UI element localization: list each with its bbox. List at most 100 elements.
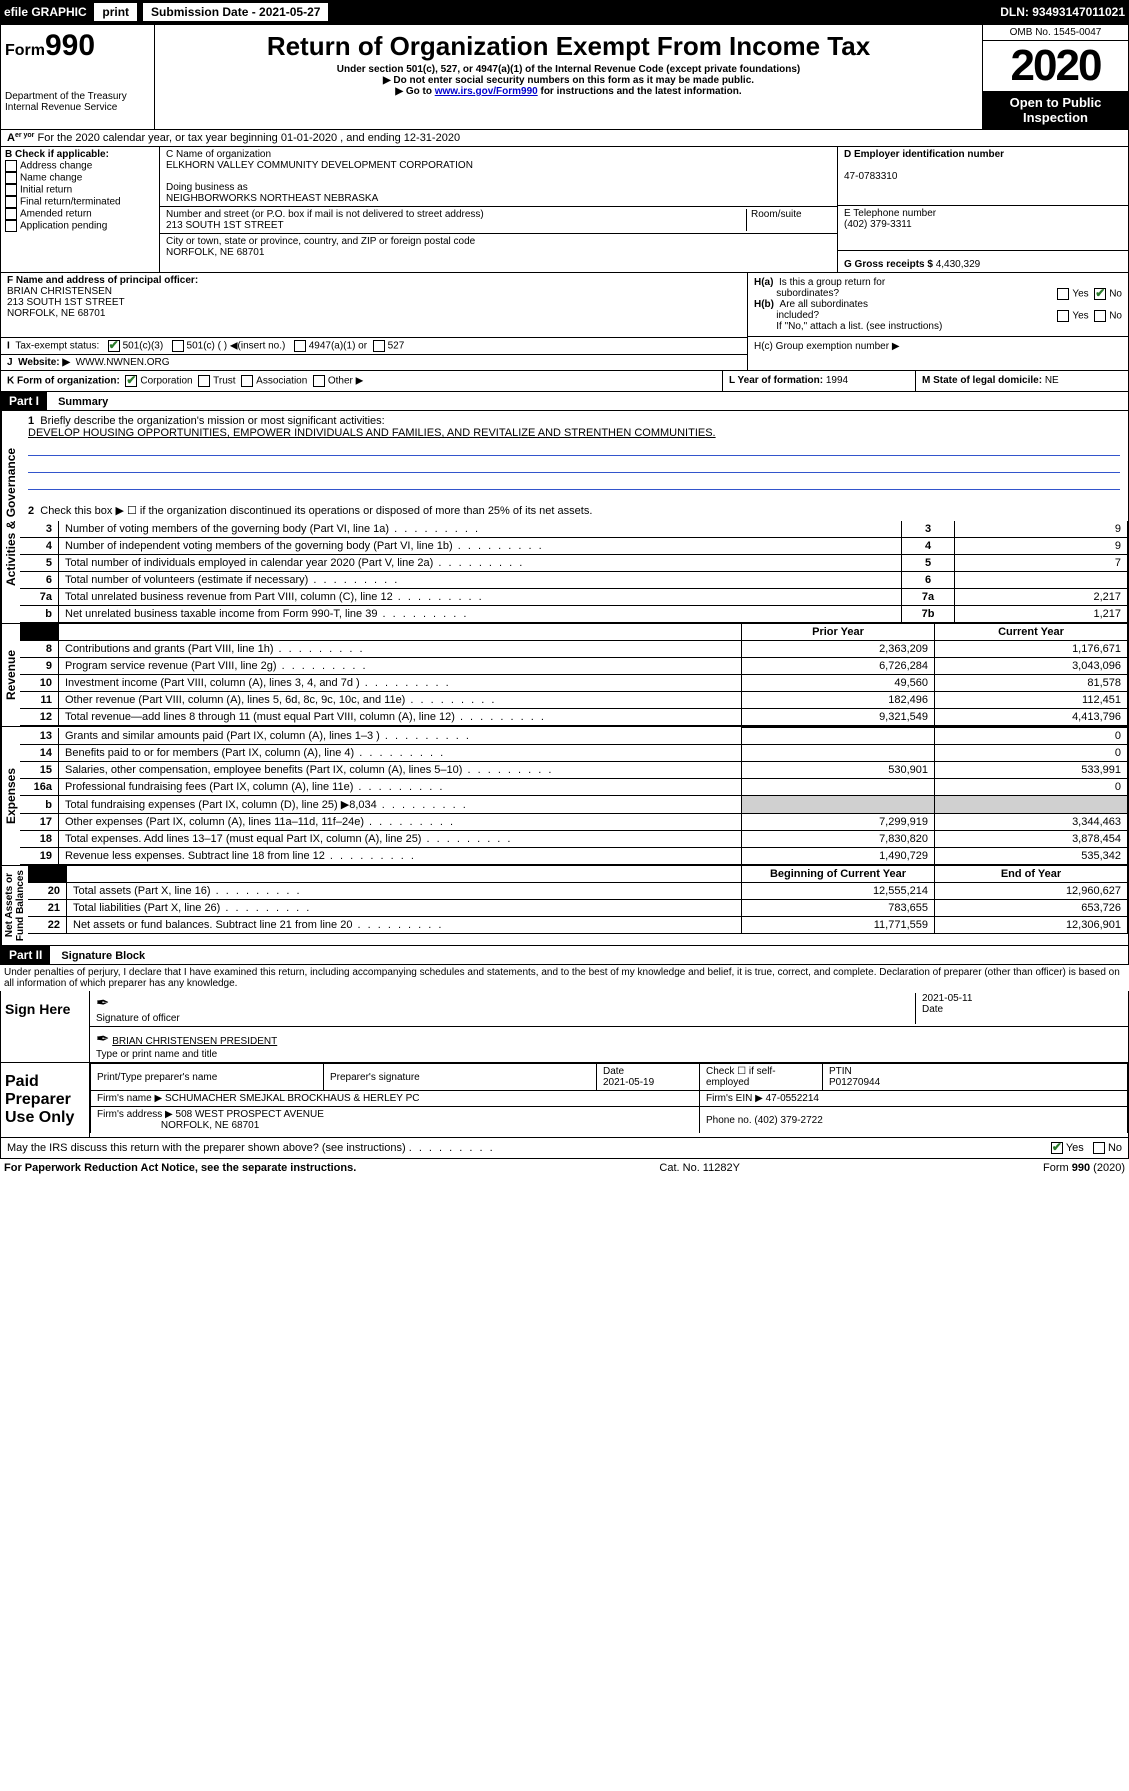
header-sub1: Under section 501(c), 527, or 4947(a)(1)…: [161, 64, 976, 75]
checkbox-4947[interactable]: [294, 340, 306, 352]
pp-h1: Print/Type preparer's name: [91, 1064, 324, 1091]
f-addr1: 213 SOUTH 1ST STREET: [7, 297, 125, 308]
k-trust[interactable]: [198, 375, 210, 387]
g-lbl: G Gross receipts $: [844, 259, 933, 270]
opt-amended: Amended return: [20, 209, 92, 220]
irs-link[interactable]: www.irs.gov/Form990: [435, 86, 538, 97]
p1-l2: Check this box ▶ ☐ if the organization d…: [40, 505, 592, 517]
ha-yes[interactable]: [1057, 288, 1069, 300]
pp-phone: (402) 379-2722: [754, 1115, 822, 1126]
checkbox-amended[interactable]: [5, 208, 17, 220]
checkbox-initial[interactable]: [5, 184, 17, 196]
header-sub3-pre: ▶ Go to: [395, 86, 434, 97]
print-button[interactable]: print: [93, 2, 138, 22]
table-row: 4 Number of independent voting members o…: [20, 538, 1128, 555]
footer-notice: For Paperwork Reduction Act Notice, see …: [4, 1162, 356, 1174]
header-sub3-post: for instructions and the latest informat…: [538, 86, 742, 97]
discuss-yes[interactable]: [1051, 1142, 1063, 1154]
k-corp[interactable]: [125, 375, 137, 387]
checkbox-527[interactable]: [373, 340, 385, 352]
dln-label: DLN: 93493147011021: [1000, 5, 1125, 19]
form-prefix: Form: [5, 42, 45, 59]
table-row: 13 Grants and similar amounts paid (Part…: [20, 728, 1128, 745]
opt-final: Final return/terminated: [20, 197, 121, 208]
part1-title: Summary: [50, 396, 108, 408]
part2-header-row: Part II Signature Block: [0, 946, 1129, 965]
c-name: ELKHORN VALLEY COMMUNITY DEVELOPMENT COR…: [166, 160, 473, 171]
table-row: 6 Total number of volunteers (estimate i…: [20, 572, 1128, 589]
part1-header-row: Part I Summary: [0, 392, 1129, 411]
g-val: 4,430,329: [936, 259, 981, 270]
f-addr2: NORFOLK, NE 68701: [7, 308, 105, 319]
table-row: 20 Total assets (Part X, line 16) 12,555…: [28, 883, 1128, 900]
i-o3: 4947(a)(1) or: [309, 341, 367, 352]
table-row: b Net unrelated business taxable income …: [20, 606, 1128, 623]
pp-firm-lbl: Firm's name ▶: [97, 1093, 162, 1104]
part1-hdr: Part I: [1, 392, 47, 410]
discuss-no[interactable]: [1093, 1142, 1105, 1154]
pp-addr1: 508 WEST PROSPECT AVENUE: [176, 1109, 324, 1120]
footer-q: May the IRS discuss this return with the…: [7, 1142, 406, 1154]
header-mid: Return of Organization Exempt From Incom…: [155, 25, 982, 129]
pp-h4: Check ☐ if self-employed: [700, 1064, 823, 1091]
c-street-lbl: Number and street (or P.O. box if mail i…: [166, 209, 484, 220]
table-row: 12 Total revenue—add lines 8 through 11 …: [20, 709, 1128, 726]
box-b: B Check if applicable: Address change Na…: [1, 147, 160, 272]
checkbox-application[interactable]: [5, 220, 17, 232]
sig-name-lbl: Type or print name and title: [96, 1049, 217, 1060]
checkbox-name-change[interactable]: [5, 172, 17, 184]
table-row: 21 Total liabilities (Part X, line 26) 7…: [28, 900, 1128, 917]
i-o2: 501(c) ( ) ◀(insert no.): [187, 341, 286, 352]
checkbox-501c[interactable]: [172, 340, 184, 352]
pp-ein: 47-0552214: [766, 1093, 819, 1104]
table-row: 18 Total expenses. Add lines 13–17 (must…: [20, 831, 1128, 848]
checkbox-final[interactable]: [5, 196, 17, 208]
p1-l1text: DEVELOP HOUSING OPPORTUNITIES, EMPOWER I…: [28, 427, 716, 439]
k-other[interactable]: [313, 375, 325, 387]
c-city-lbl: City or town, state or province, country…: [166, 236, 475, 247]
sig-date-lbl: Date: [922, 1004, 943, 1015]
checkbox-501c3[interactable]: [108, 340, 120, 352]
form-number: 990: [45, 29, 95, 62]
c-dba: NEIGHBORWORKS NORTHEAST NEBRASKA: [166, 193, 378, 204]
j-lbl: Website: ▶: [18, 357, 70, 368]
pp-h5: P01270944: [829, 1077, 880, 1088]
pp-h3: 2021-05-19: [603, 1077, 654, 1088]
header-sub2: ▶ Do not enter social security numbers o…: [161, 75, 976, 86]
part2-title: Signature Block: [53, 950, 145, 962]
table-row: 10 Investment income (Part VIII, column …: [20, 675, 1128, 692]
header-left: Form990 Department of the Treasury Inter…: [1, 25, 155, 129]
pp-h2: Preparer's signature: [324, 1064, 597, 1091]
rev-table: Prior Year Current Year8 Contributions a…: [20, 624, 1128, 726]
e-val: (402) 379-3311: [844, 219, 912, 230]
table-row: 16a Professional fundraising fees (Part …: [20, 779, 1128, 796]
j-val: WWW.NWNEN.ORG: [76, 357, 170, 368]
submission-date-button[interactable]: Submission Date - 2021-05-27: [142, 2, 329, 22]
table-row: 19 Revenue less expenses. Subtract line …: [20, 848, 1128, 865]
i-o1: 501(c)(3): [123, 341, 164, 352]
hb-no[interactable]: [1094, 310, 1106, 322]
table-row: 11 Other revenue (Part VIII, column (A),…: [20, 692, 1128, 709]
line-a-text: For the 2020 calendar year, or tax year …: [37, 132, 460, 144]
f-lbl: F Name and address of principal officer:: [7, 275, 198, 286]
c-name-lbl: C Name of organization: [166, 149, 271, 160]
pp-h5l: PTIN: [829, 1066, 852, 1077]
pp-phone-lbl: Phone no.: [706, 1115, 752, 1126]
entity-section: B Check if applicable: Address change Na…: [0, 147, 1129, 273]
c-room-lbl: Room/suite: [746, 209, 831, 231]
sign-here-lbl: Sign Here: [1, 991, 90, 1062]
k-assoc[interactable]: [241, 375, 253, 387]
line-a: Aer yor For the 2020 calendar year, or t…: [0, 130, 1129, 147]
vlabel-gov: Activities & Governance: [1, 411, 20, 623]
k-o1: Trust: [213, 376, 235, 387]
vlabel-rev: Revenue: [1, 624, 20, 726]
gov-table: 3 Number of voting members of the govern…: [20, 521, 1128, 623]
header-right: OMB No. 1545-0047 2020 Open to Public In…: [982, 25, 1128, 129]
pp-ein-lbl: Firm's EIN ▶: [706, 1093, 763, 1104]
ha-no[interactable]: [1094, 288, 1106, 300]
open-inspection: Open to Public Inspection: [983, 91, 1128, 129]
checkbox-address-change[interactable]: [5, 160, 17, 172]
table-row: 17 Other expenses (Part IX, column (A), …: [20, 814, 1128, 831]
hb-yes[interactable]: [1057, 310, 1069, 322]
sig-lbl: Signature of officer: [96, 1013, 180, 1024]
